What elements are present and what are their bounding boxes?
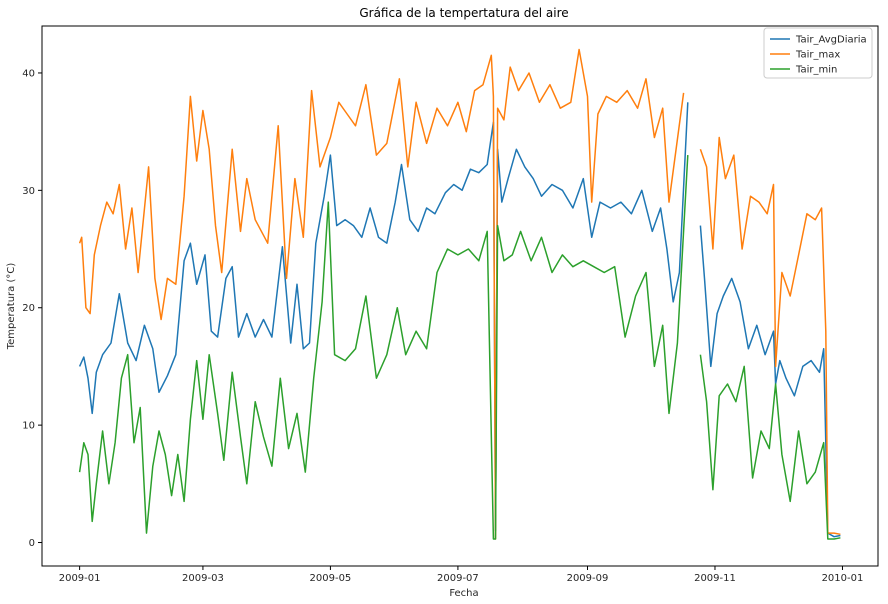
series-line-tair-max: [78, 48, 841, 540]
x-tick-label: 2009-07: [437, 573, 479, 584]
x-tick-label: 2009-01: [59, 573, 101, 584]
x-tick-label: 2009-09: [567, 573, 609, 584]
legend: Tair_AvgDiaria Tair_max Tair_min: [763, 27, 873, 79]
plot-area: [41, 25, 879, 567]
series-line-tair-avgdiaria: [78, 102, 841, 538]
chart-title: Gráfica de la tempertatura del aire: [359, 6, 568, 20]
legend-label: Tair_AvgDiaria: [795, 35, 867, 46]
x-tick-label: 2009-11: [694, 573, 736, 584]
x-axis: 2009-01 2009-03 2009-05 2009-07 2009-09 2009-…: [59, 566, 864, 584]
x-tick-label: 2009-05: [310, 573, 352, 584]
series-line-tair-min: [78, 155, 841, 540]
series-layer: [78, 48, 841, 540]
plot-frame: [41, 25, 879, 567]
y-tick-label: 10: [22, 421, 35, 432]
x-tick-label: 2009-03: [182, 573, 224, 584]
y-tick-label: 20: [22, 303, 35, 314]
y-axis-label: Temperatura (°C): [6, 263, 17, 351]
x-axis-label: Fecha: [449, 588, 478, 599]
legend-box: [763, 27, 873, 79]
y-tick-label: 0: [29, 538, 35, 549]
y-axis: 0 10 20 30 40: [22, 68, 42, 549]
x-tick-label: 2010-01: [822, 573, 864, 584]
y-tick-label: 40: [22, 68, 35, 79]
legend-label: Tair_min: [795, 65, 837, 76]
legend-label: Tair_max: [795, 50, 840, 61]
y-tick-label: 30: [22, 186, 35, 197]
